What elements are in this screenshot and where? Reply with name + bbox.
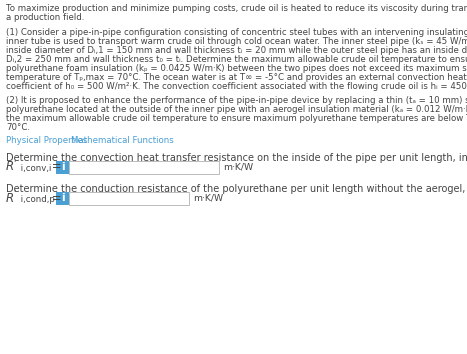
Text: (2) It is proposed to enhance the performance of the pipe-in-pipe device by repl: (2) It is proposed to enhance the perfor… [6, 96, 467, 105]
FancyBboxPatch shape [69, 192, 189, 205]
FancyBboxPatch shape [56, 192, 69, 205]
Text: To maximize production and minimize pumping costs, crude oil is heated to reduce: To maximize production and minimize pump… [6, 4, 467, 13]
Text: (1) Consider a pipe-in-pipe configuration consisting of concentric steel tubes w: (1) Consider a pipe-in-pipe configuratio… [6, 28, 467, 37]
Text: the maximum allowable crude oil temperature to ensure maximum polyurethane tempe: the maximum allowable crude oil temperat… [6, 114, 467, 123]
Text: i,conv,i: i,conv,i [18, 165, 51, 173]
Text: 70°C.: 70°C. [6, 123, 30, 132]
Text: ʹ: ʹ [13, 190, 15, 200]
Text: temperature of Tₚ,max = 70°C. The ocean water is at T∞ = -5°C and provides an ex: temperature of Tₚ,max = 70°C. The ocean … [6, 73, 467, 82]
Text: i: i [61, 193, 64, 203]
Text: Physical Properties: Physical Properties [6, 136, 87, 145]
Text: m·K/W: m·K/W [193, 194, 223, 202]
Text: R: R [6, 192, 14, 205]
Text: coefficient of h₀ = 500 W/m²·K. The convection coefficient associated with the f: coefficient of h₀ = 500 W/m²·K. The conv… [6, 82, 467, 91]
Text: m·K/W: m·K/W [223, 162, 253, 171]
Text: ʹ: ʹ [13, 160, 15, 169]
Text: i: i [61, 162, 64, 172]
FancyBboxPatch shape [69, 160, 219, 173]
Text: R: R [6, 160, 14, 173]
Text: Dᵢ,2 = 250 mm and wall thickness t₀ = tᵢ. Determine the maximum allowable crude : Dᵢ,2 = 250 mm and wall thickness t₀ = tᵢ… [6, 55, 467, 64]
FancyBboxPatch shape [56, 160, 69, 173]
Text: a production field.: a production field. [6, 13, 85, 22]
Text: polyurethane foam insulation (kₚ = 0.0425 W/m·K) between the two pipes does not : polyurethane foam insulation (kₚ = 0.042… [6, 64, 467, 73]
Text: Determine the convection heat transfer resistance on the inside of the pipe per : Determine the convection heat transfer r… [6, 153, 467, 163]
Text: i,cond,p: i,cond,p [18, 195, 55, 205]
Text: =: = [48, 192, 62, 205]
Text: =: = [48, 160, 62, 173]
Text: inside diameter of Dᵢ,1 = 150 mm and wall thickness tᵢ = 20 mm while the outer s: inside diameter of Dᵢ,1 = 150 mm and wal… [6, 46, 467, 55]
Text: polyurethane located at the outside of the inner pipe with an aerogel insulation: polyurethane located at the outside of t… [6, 105, 467, 114]
Text: Determine the conduction resistance of the polyurethane per unit length without : Determine the conduction resistance of t… [6, 184, 467, 194]
Text: inner tube is used to transport warm crude oil through cold ocean water. The inn: inner tube is used to transport warm cru… [6, 37, 467, 46]
Text: Mathematical Functions: Mathematical Functions [71, 136, 174, 145]
